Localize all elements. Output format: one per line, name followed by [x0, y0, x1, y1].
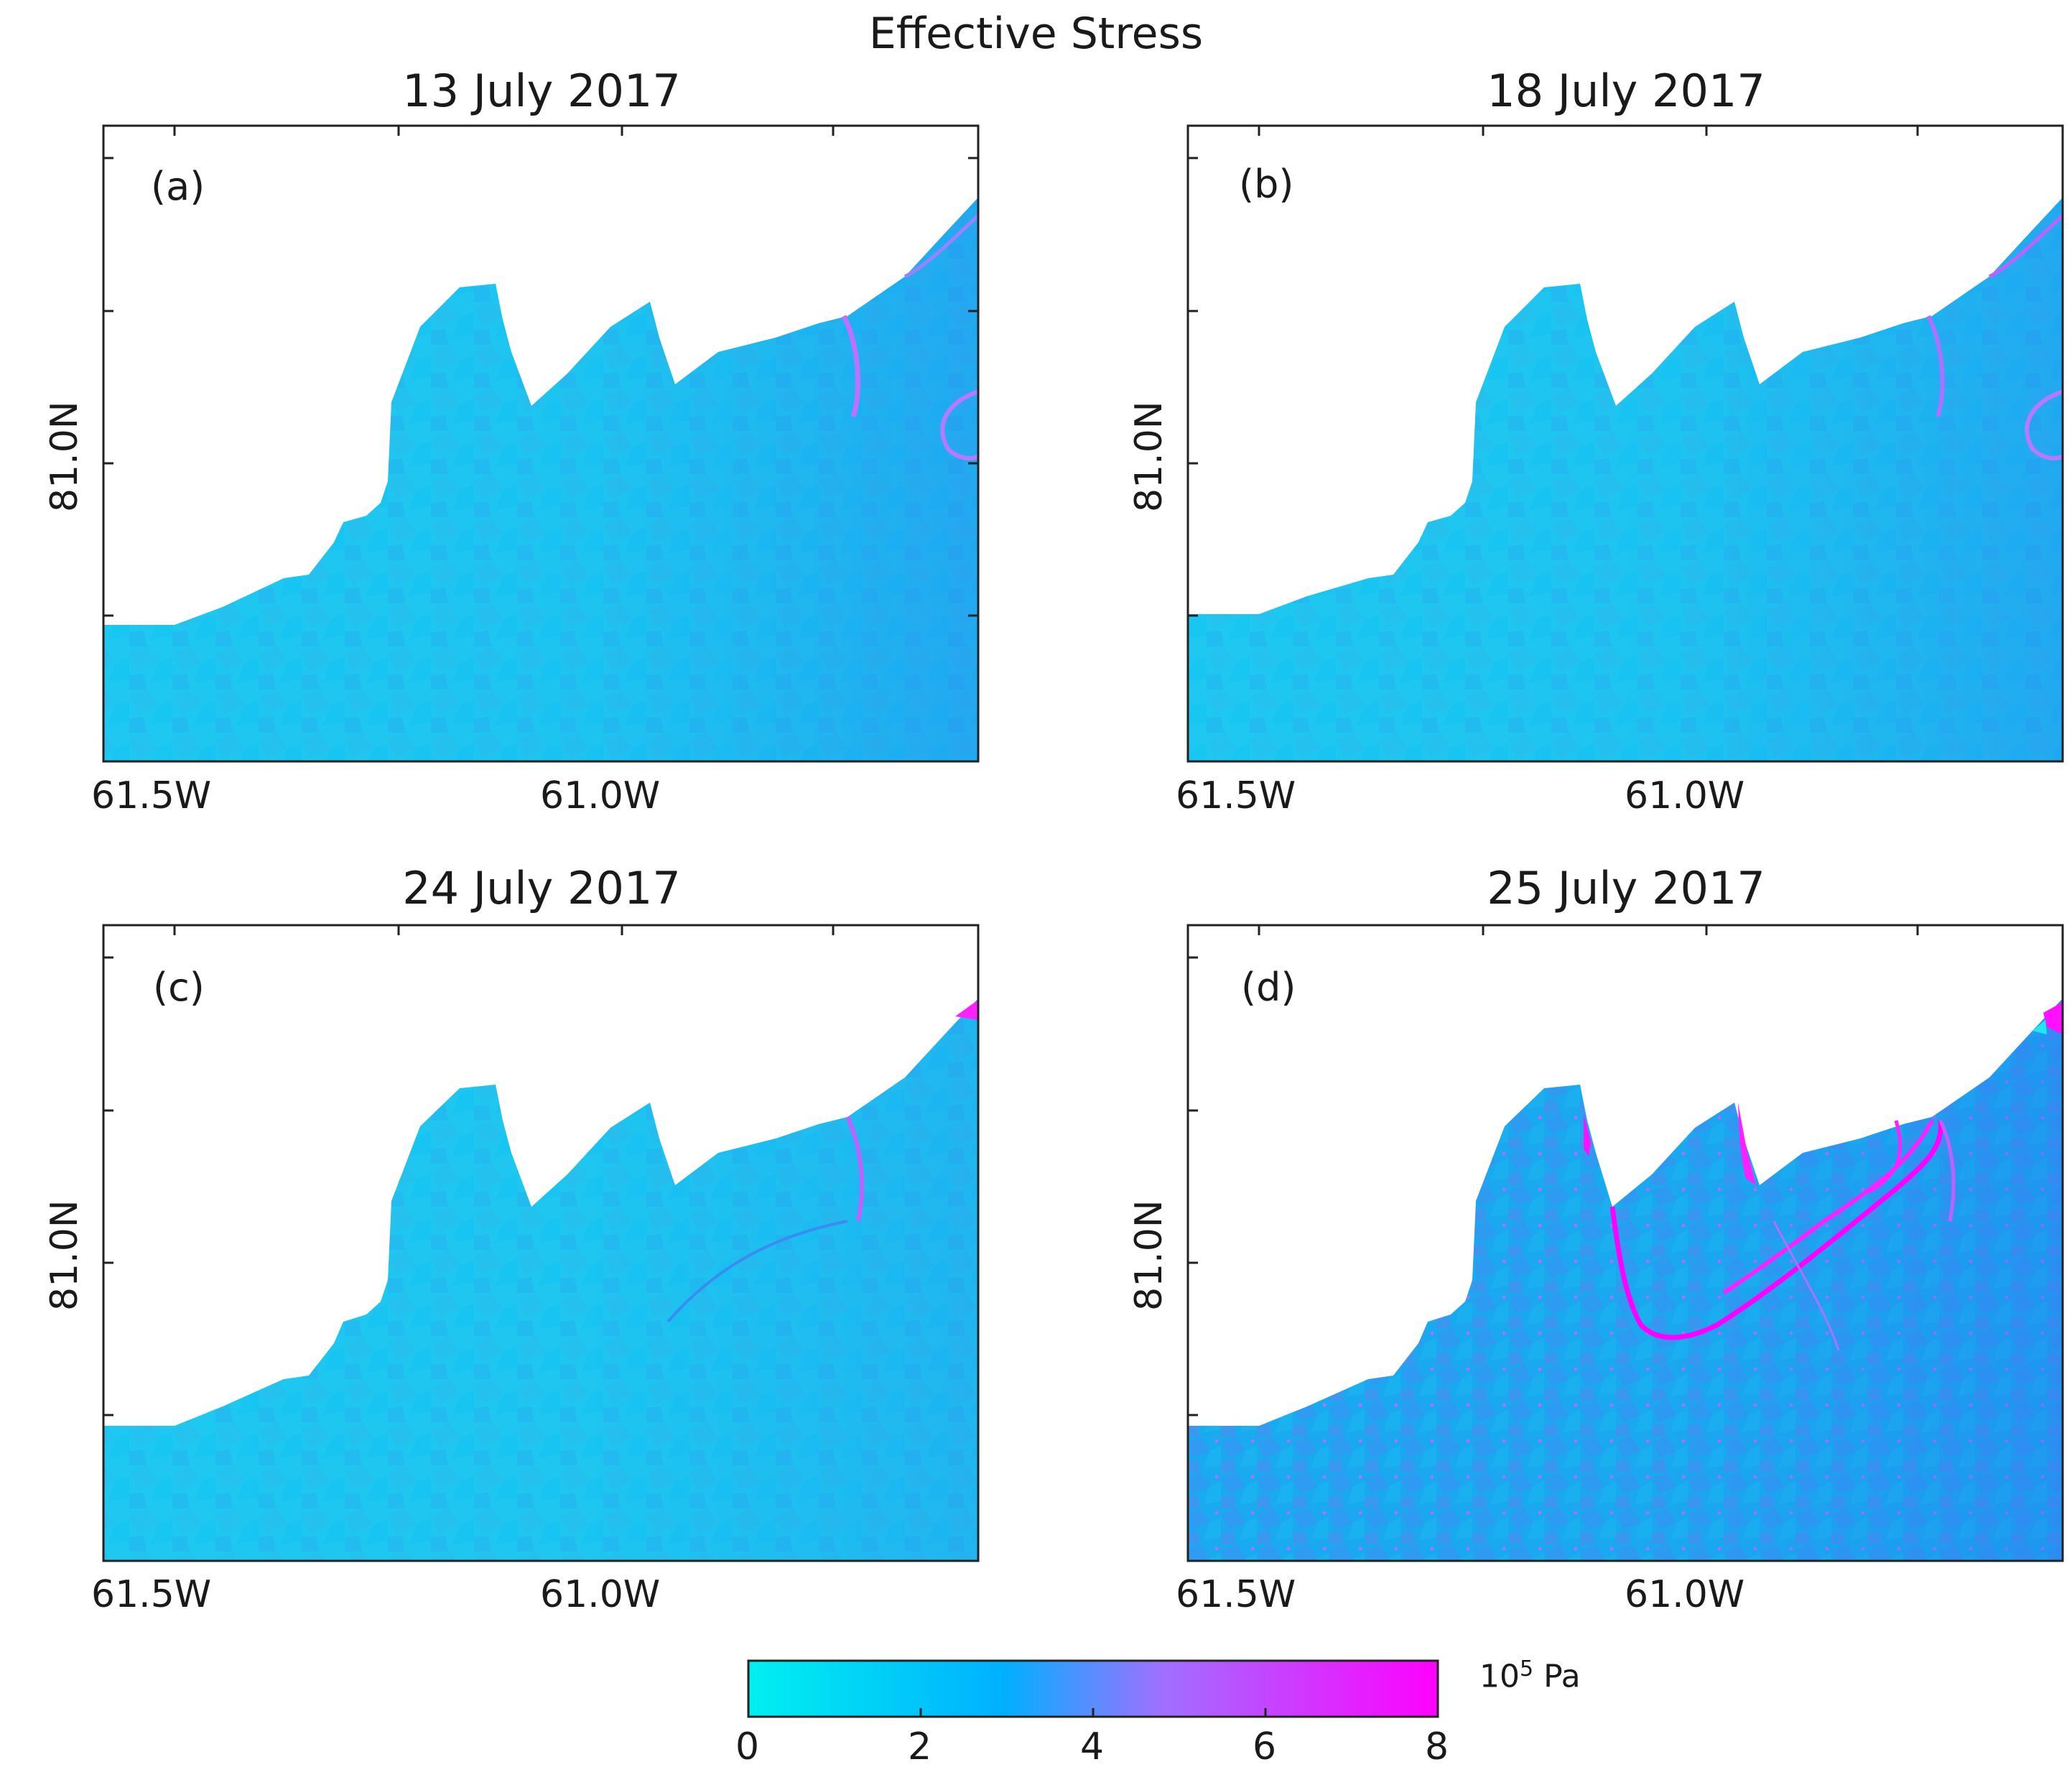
crack-a-3: [903, 214, 978, 279]
colorbar-label-0: 0: [735, 1725, 760, 1768]
colorbar-ticks: [747, 1708, 1439, 1717]
colorbar-unit-exponent: 5: [1520, 1656, 1534, 1682]
ticks-b: [1188, 126, 1919, 617]
ytick-c: 81.0N: [43, 1200, 86, 1311]
xtick-d-1: 61.5W: [1176, 1573, 1296, 1616]
crack-c-3: [666, 1220, 848, 1323]
xtick-b-2: 61.0W: [1625, 774, 1745, 817]
colorbar-label-2: 2: [908, 1725, 932, 1768]
panel-label-d: (d): [1241, 965, 1296, 1010]
ytick-a: 81.0N: [43, 401, 86, 512]
panel-label-a: (a): [151, 164, 205, 209]
ice-shade-c: [103, 998, 978, 1561]
axes-frame-d: [1186, 924, 2064, 1562]
panel-d: [1188, 998, 2063, 1561]
fracture-d-6: [1738, 1103, 1756, 1185]
xtick-c-2: 61.0W: [540, 1573, 661, 1616]
ticks-a: [103, 126, 978, 617]
panel-a: [103, 198, 978, 761]
fracture-d-9: [1773, 1220, 1840, 1351]
ytick-d: 81.0N: [1128, 1200, 1171, 1311]
crack-c-1: [845, 1116, 864, 1222]
panel-title-a: 13 July 2017: [402, 65, 681, 117]
xtick-c-1: 61.5W: [91, 1573, 212, 1616]
axes-frame-c: [102, 924, 980, 1562]
ice-shade-a: [103, 198, 978, 761]
ytick-b: 81.0N: [1128, 401, 1171, 512]
fracture-d-2: [1722, 1119, 1934, 1295]
figure-title: Effective Stress: [868, 9, 1204, 59]
axes-frame-a: [102, 124, 980, 763]
panel-label-b: (b): [1239, 162, 1294, 207]
crack-b-2: [2025, 389, 2063, 460]
crack-a-1: [841, 315, 860, 418]
colorbar-label-8: 8: [1425, 1725, 1449, 1768]
ticks-c: [103, 925, 835, 1416]
colorbar-unit-base: 10: [1479, 1658, 1520, 1695]
fracture-d-5: [1584, 1113, 1591, 1156]
ice-shade-b: [1188, 198, 2063, 761]
panel-c: [103, 998, 978, 1561]
axes-frame-b: [1186, 124, 2064, 763]
panel-title-b: 18 July 2017: [1487, 65, 1765, 117]
panel-title-d: 25 July 2017: [1487, 862, 1765, 914]
fracture-d-4: [1938, 1119, 1956, 1222]
colorbar-label-6: 6: [1253, 1725, 1277, 1768]
crack-c-2: [955, 1000, 978, 1020]
xtick-b-1: 61.5W: [1176, 774, 1296, 817]
fracture-d-main: [1609, 1120, 1943, 1340]
colorbar-unit: 105 Pa: [1479, 1656, 1581, 1695]
xtick-a-2: 61.0W: [540, 774, 661, 817]
xtick-a-1: 61.5W: [91, 774, 212, 817]
colorbar-unit-suffix: Pa: [1543, 1658, 1581, 1695]
panel-b: [1188, 198, 2063, 761]
ticks-d: [1188, 925, 1919, 1416]
crack-a-2: [940, 389, 978, 460]
crack-b-3: [1988, 214, 2063, 279]
xtick-d-2: 61.0W: [1625, 1573, 1745, 1616]
fracture-d-8: [2032, 1020, 2047, 1034]
colorbar-label-4: 4: [1080, 1725, 1105, 1768]
crack-b-1: [1926, 315, 1945, 417]
panel-label-c: (c): [153, 965, 205, 1010]
fracture-d-3: [1866, 1120, 1903, 1195]
fracture-d-7: [2043, 1002, 2063, 1034]
panel-title-c: 24 July 2017: [402, 862, 681, 914]
